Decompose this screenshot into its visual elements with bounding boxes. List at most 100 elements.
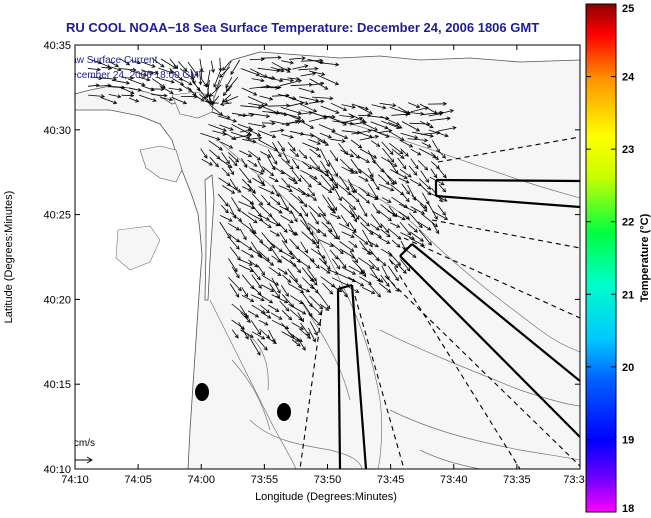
current-vector	[391, 148, 405, 159]
current-vector	[251, 286, 262, 296]
current-vector	[381, 156, 398, 167]
current-vector	[128, 78, 145, 86]
current-vector-head	[419, 237, 424, 242]
current-vector	[301, 231, 316, 245]
current-vector-head	[235, 293, 240, 298]
current-vector-head	[260, 168, 265, 173]
current-vector	[400, 132, 418, 139]
current-vector-head	[168, 70, 174, 74]
current-vector	[271, 165, 285, 175]
current-vector	[209, 156, 219, 168]
current-vector-head	[423, 207, 428, 213]
current-vector-head	[413, 171, 418, 176]
current-vector-head	[334, 157, 339, 162]
current-vector	[308, 205, 321, 217]
current-vector-head	[267, 224, 272, 229]
current-vector	[200, 132, 220, 140]
current-vector	[359, 148, 377, 159]
current-vector	[380, 204, 396, 217]
current-vector	[190, 68, 195, 85]
current-vector	[219, 158, 233, 168]
current-vector-head	[183, 67, 188, 72]
current-vector	[206, 69, 211, 88]
current-vector	[290, 210, 298, 222]
current-vector	[320, 212, 330, 225]
current-vector	[258, 319, 268, 326]
current-vector	[209, 104, 223, 116]
current-vector	[300, 72, 316, 77]
current-vector	[398, 264, 407, 274]
current-vector	[378, 174, 390, 185]
current-vector-head	[334, 172, 339, 177]
current-vector-head	[222, 91, 227, 97]
current-vector	[248, 259, 258, 268]
current-vector-head	[299, 289, 305, 293]
current-vector	[219, 221, 231, 239]
current-vector-head	[117, 67, 122, 72]
current-vector-head	[384, 125, 389, 130]
current-vector-head	[235, 274, 240, 279]
current-vector-head	[385, 229, 390, 234]
current-vector-head	[237, 287, 242, 292]
current-vector-head	[353, 170, 359, 174]
current-vector	[129, 87, 142, 91]
current-vector-head	[365, 159, 370, 163]
current-vector	[339, 203, 355, 218]
current-vector	[259, 328, 270, 339]
current-vector-head	[418, 224, 423, 229]
current-vector-head	[302, 346, 306, 351]
current-vector	[252, 177, 266, 186]
current-vector	[341, 104, 356, 108]
current-vector-head	[233, 162, 238, 167]
current-vector	[241, 194, 254, 205]
current-vector	[229, 211, 242, 222]
y-tick-label: 40:25	[43, 210, 71, 222]
land-new-jersey	[75, 109, 203, 469]
current-vector-head	[129, 75, 135, 81]
current-vector-head	[325, 220, 330, 225]
colorbar-tick-label: 25	[622, 3, 634, 15]
current-vector-head	[349, 153, 355, 158]
current-vector	[282, 294, 294, 308]
current-vector-head	[226, 115, 231, 119]
current-vector-head	[358, 144, 363, 149]
current-vector	[289, 238, 300, 250]
current-vector-head	[224, 209, 229, 214]
current-vector-head	[440, 181, 445, 186]
current-vector-head	[449, 109, 455, 113]
current-vector	[267, 86, 281, 88]
current-vector	[307, 268, 317, 282]
current-vector-head	[310, 89, 315, 94]
current-vector-head	[321, 72, 326, 76]
current-vector	[438, 127, 456, 132]
current-vector-head	[296, 76, 301, 81]
current-vector-head	[385, 282, 390, 287]
current-vector	[279, 223, 288, 233]
current-vector	[257, 293, 273, 304]
current-vector-head	[288, 316, 293, 321]
colorbar-tick-label: 21	[622, 289, 634, 301]
current-vector	[268, 266, 282, 276]
current-vector	[219, 57, 221, 72]
current-vector	[101, 66, 112, 69]
current-vector	[172, 78, 184, 86]
current-vector-head	[424, 106, 429, 111]
current-vector-head	[382, 262, 387, 267]
current-vector	[287, 77, 300, 80]
current-vector	[300, 103, 317, 113]
current-vector	[327, 159, 338, 177]
current-vector	[291, 158, 300, 169]
current-vector	[271, 319, 289, 329]
current-vector-head	[328, 228, 333, 233]
current-vector	[241, 87, 257, 96]
current-vector-head	[254, 313, 260, 318]
current-vector-head	[267, 314, 272, 319]
current-vector-head	[278, 209, 283, 214]
current-vector	[349, 251, 358, 263]
current-vector-head	[385, 180, 390, 185]
x-tick-label: 74:00	[187, 474, 215, 486]
current-vector	[227, 183, 242, 193]
current-vector	[379, 237, 390, 244]
current-vector-head	[228, 144, 234, 149]
